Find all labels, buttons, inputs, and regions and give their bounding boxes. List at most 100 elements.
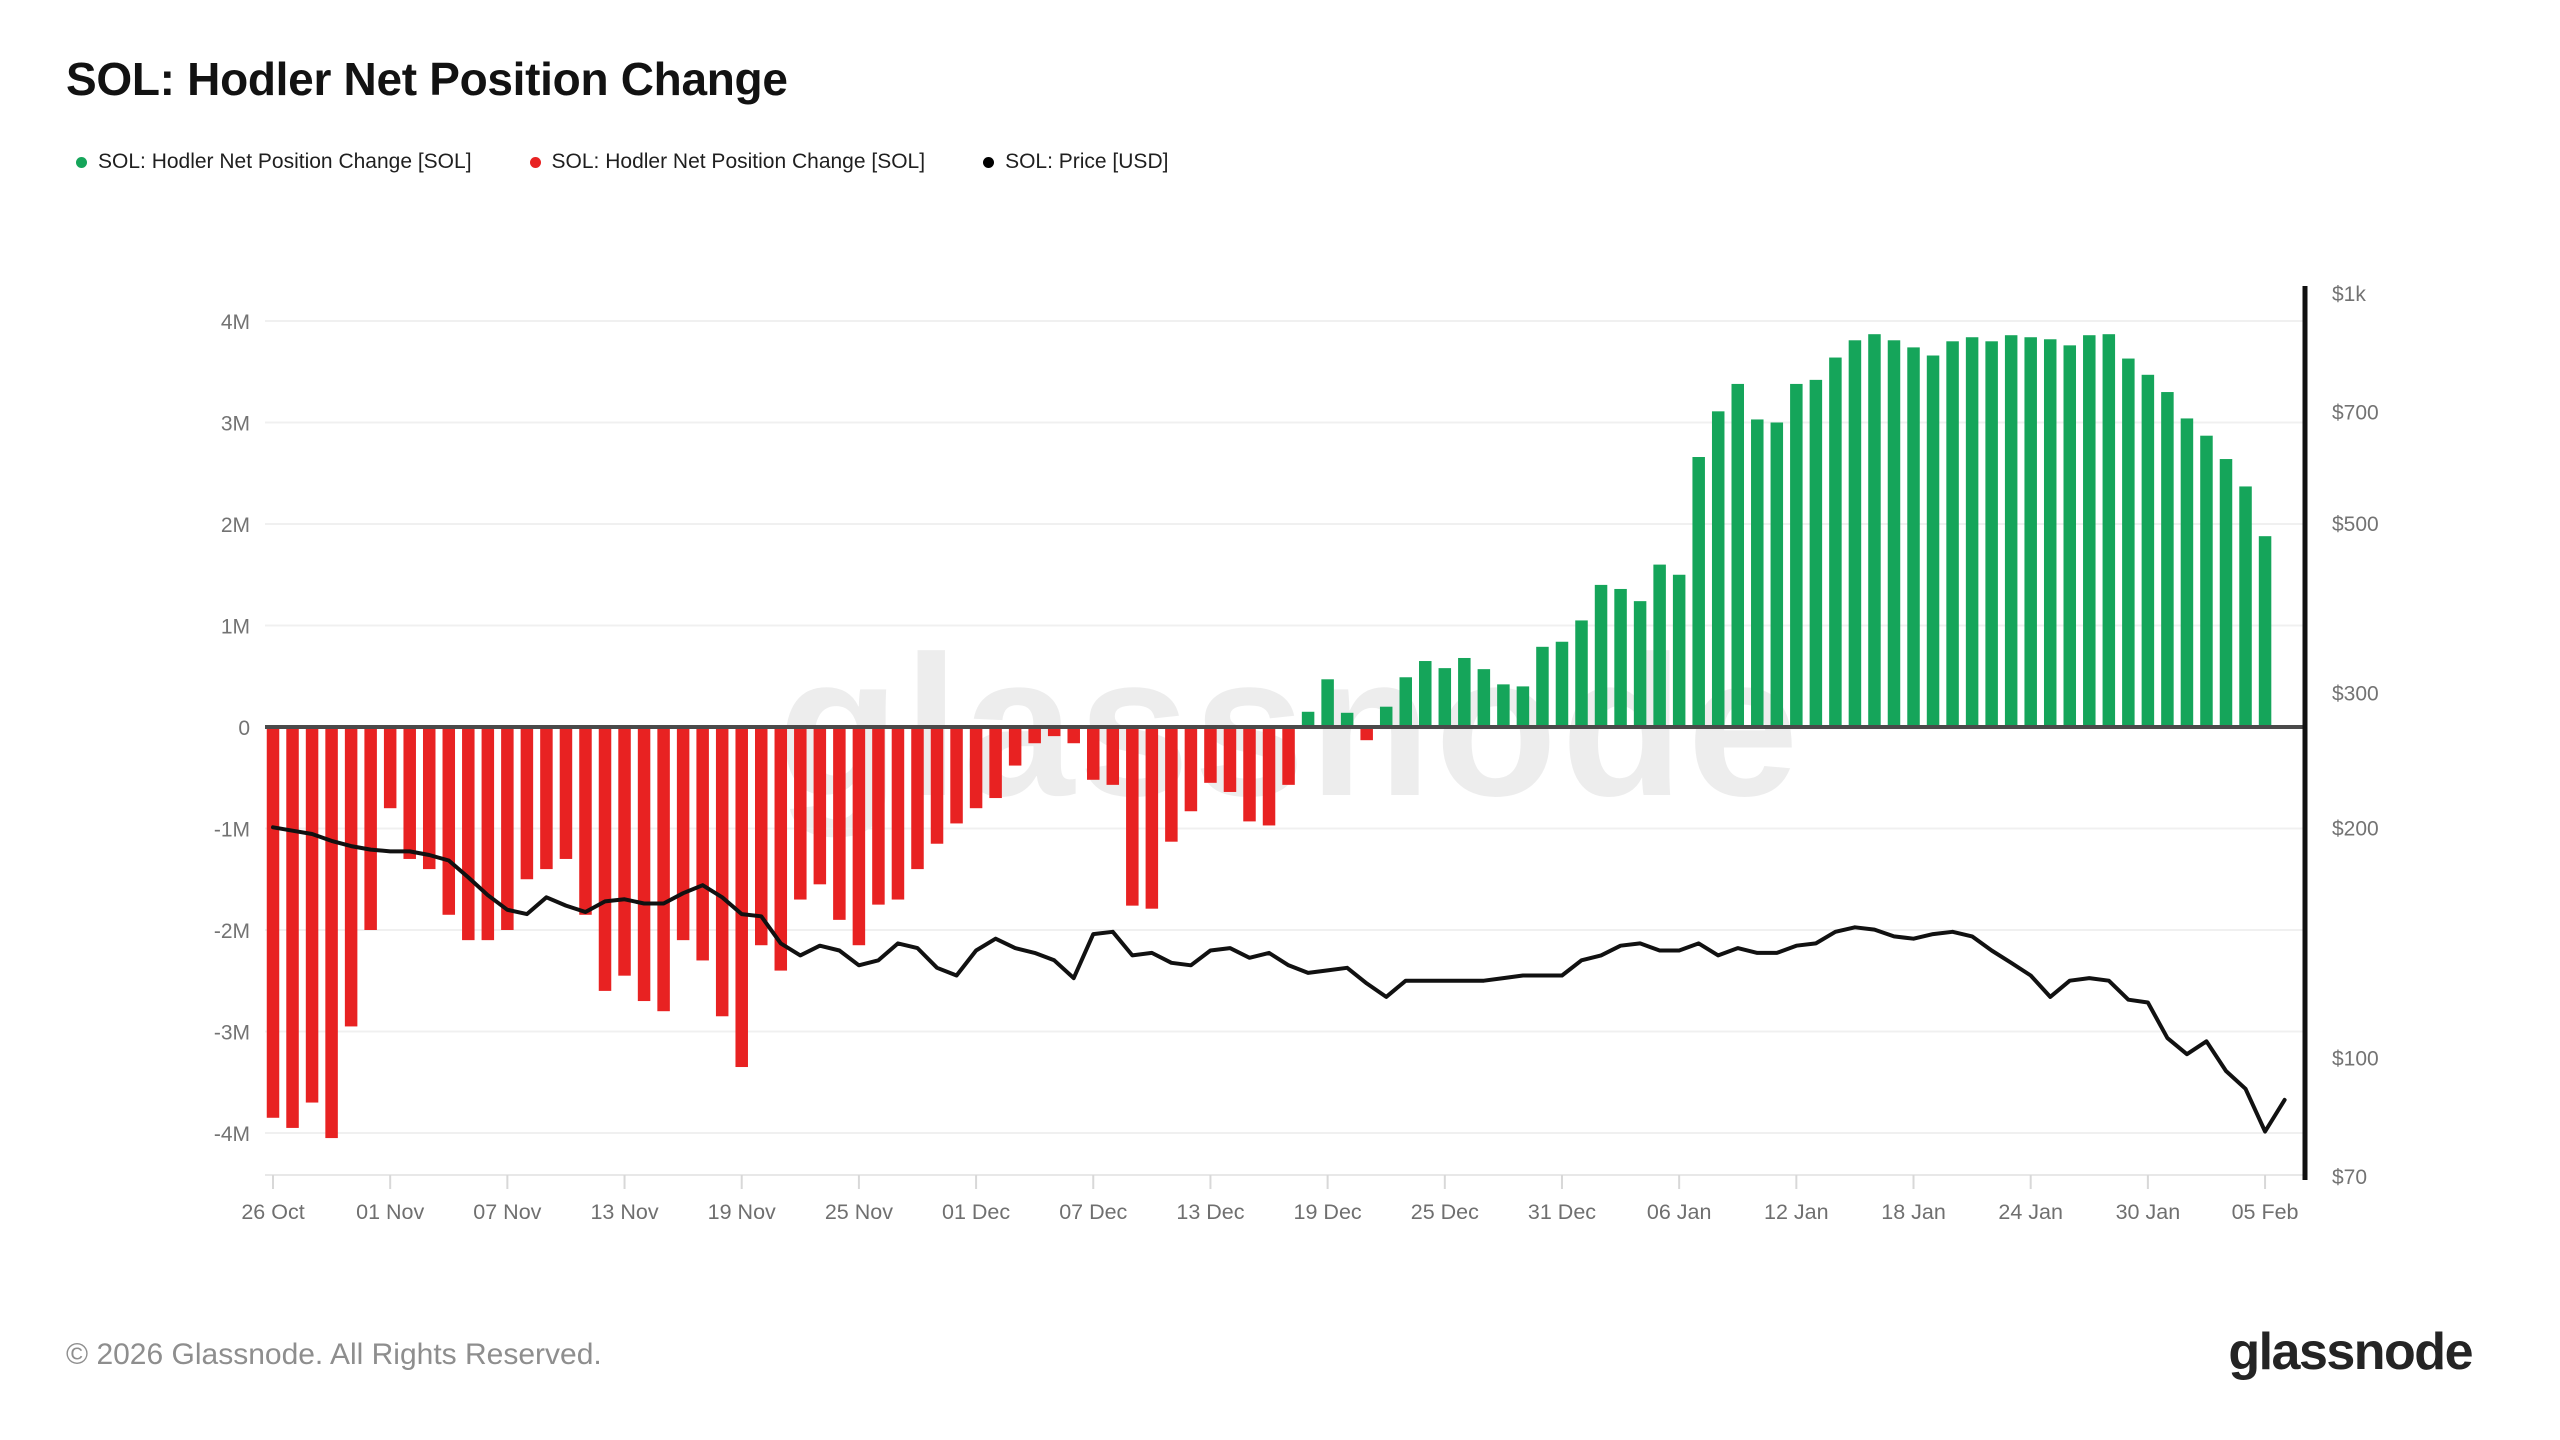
- bar[interactable]: [637, 727, 651, 1002]
- bar[interactable]: [2200, 435, 2213, 727]
- bar[interactable]: [1575, 620, 1588, 727]
- bar[interactable]: [696, 727, 709, 961]
- bar[interactable]: [1497, 684, 1510, 727]
- bar[interactable]: [1946, 341, 1959, 727]
- bar[interactable]: [911, 727, 924, 870]
- bar[interactable]: [1692, 457, 1705, 727]
- bar[interactable]: [755, 727, 768, 946]
- bar[interactable]: [1106, 727, 1120, 785]
- legend-item-hodler-positive[interactable]: SOL: Hodler Net Position Change [SOL]: [76, 150, 472, 174]
- bar[interactable]: [1145, 727, 1159, 909]
- bar[interactable]: [872, 727, 885, 905]
- bar[interactable]: [2161, 392, 2174, 727]
- bar[interactable]: [2141, 374, 2155, 727]
- bar[interactable]: [891, 727, 905, 900]
- bar[interactable]: [1887, 340, 1901, 727]
- bar[interactable]: [1047, 727, 1061, 737]
- bar[interactable]: [1653, 564, 1666, 727]
- bar[interactable]: [852, 727, 866, 946]
- bar[interactable]: [481, 727, 495, 941]
- bar[interactable]: [2043, 339, 2057, 727]
- bar[interactable]: [1770, 422, 1784, 728]
- bar[interactable]: [618, 727, 631, 976]
- bar[interactable]: [305, 727, 319, 1103]
- bar[interactable]: [325, 727, 338, 1139]
- bar[interactable]: [1008, 727, 1022, 766]
- bar[interactable]: [403, 727, 416, 859]
- bar[interactable]: [2004, 335, 2018, 727]
- bar[interactable]: [2063, 345, 2077, 727]
- legend-item-price[interactable]: SOL: Price [USD]: [983, 150, 1168, 174]
- bar[interactable]: [735, 727, 748, 1068]
- bar[interactable]: [969, 727, 983, 809]
- bar[interactable]: [2024, 337, 2037, 727]
- bar[interactable]: [266, 727, 280, 1118]
- bar[interactable]: [1223, 727, 1237, 792]
- bar[interactable]: [2258, 536, 2272, 727]
- bar[interactable]: [1790, 383, 1803, 727]
- bar[interactable]: [1243, 727, 1256, 822]
- bar[interactable]: [442, 727, 456, 915]
- bar[interactable]: [1419, 661, 1432, 727]
- bar[interactable]: [676, 727, 690, 941]
- bar[interactable]: [813, 727, 827, 885]
- bar[interactable]: [1555, 641, 1569, 727]
- bar[interactable]: [1399, 677, 1412, 727]
- bar[interactable]: [833, 727, 846, 920]
- bar[interactable]: [2239, 486, 2252, 727]
- bar[interactable]: [1848, 340, 1862, 727]
- bar[interactable]: [1184, 727, 1198, 812]
- bar[interactable]: [598, 727, 612, 991]
- bar[interactable]: [1907, 347, 1920, 727]
- bar[interactable]: [364, 727, 377, 930]
- bar[interactable]: [2122, 358, 2135, 727]
- bar[interactable]: [344, 727, 358, 1027]
- legend-item-hodler-negative[interactable]: SOL: Hodler Net Position Change [SOL]: [529, 150, 925, 174]
- bar[interactable]: [1165, 727, 1178, 842]
- bar[interactable]: [1516, 686, 1530, 727]
- bar[interactable]: [1751, 419, 1764, 727]
- bar[interactable]: [1458, 657, 1471, 727]
- bar[interactable]: [1438, 668, 1452, 727]
- bar[interactable]: [1126, 727, 1139, 906]
- bar[interactable]: [1711, 411, 1725, 727]
- bar[interactable]: [2180, 418, 2194, 727]
- bar[interactable]: [1985, 341, 1998, 727]
- bar[interactable]: [1067, 727, 1080, 744]
- bar[interactable]: [1379, 706, 1393, 727]
- bar[interactable]: [1868, 334, 1881, 727]
- bar[interactable]: [794, 727, 807, 900]
- bar[interactable]: [2102, 334, 2116, 727]
- bar[interactable]: [1633, 601, 1647, 727]
- bar[interactable]: [1204, 727, 1217, 783]
- bar[interactable]: [2083, 335, 2096, 727]
- bar[interactable]: [383, 727, 397, 809]
- bar[interactable]: [1829, 357, 1842, 727]
- bar[interactable]: [1965, 337, 1979, 727]
- bar[interactable]: [1731, 383, 1745, 727]
- bar[interactable]: [501, 727, 514, 930]
- bar[interactable]: [422, 727, 436, 870]
- bar[interactable]: [1809, 379, 1823, 727]
- bar[interactable]: [1340, 712, 1354, 727]
- bar[interactable]: [1614, 588, 1627, 727]
- bar[interactable]: [1028, 727, 1041, 744]
- bar[interactable]: [1926, 355, 1940, 727]
- bar[interactable]: [1360, 727, 1373, 741]
- bar[interactable]: [1262, 727, 1276, 826]
- bar[interactable]: [1594, 584, 1608, 727]
- bar[interactable]: [1301, 711, 1315, 727]
- bar[interactable]: [1477, 669, 1491, 727]
- bar[interactable]: [950, 727, 963, 824]
- bar[interactable]: [579, 727, 592, 915]
- bar[interactable]: [520, 727, 534, 880]
- bar[interactable]: [1087, 727, 1100, 780]
- price-line[interactable]: [271, 825, 2287, 1134]
- bar[interactable]: [1536, 646, 1549, 727]
- bar[interactable]: [657, 727, 670, 1012]
- bar[interactable]: [774, 727, 788, 971]
- bar[interactable]: [989, 727, 1002, 799]
- bar[interactable]: [930, 727, 944, 844]
- bar[interactable]: [1282, 727, 1295, 785]
